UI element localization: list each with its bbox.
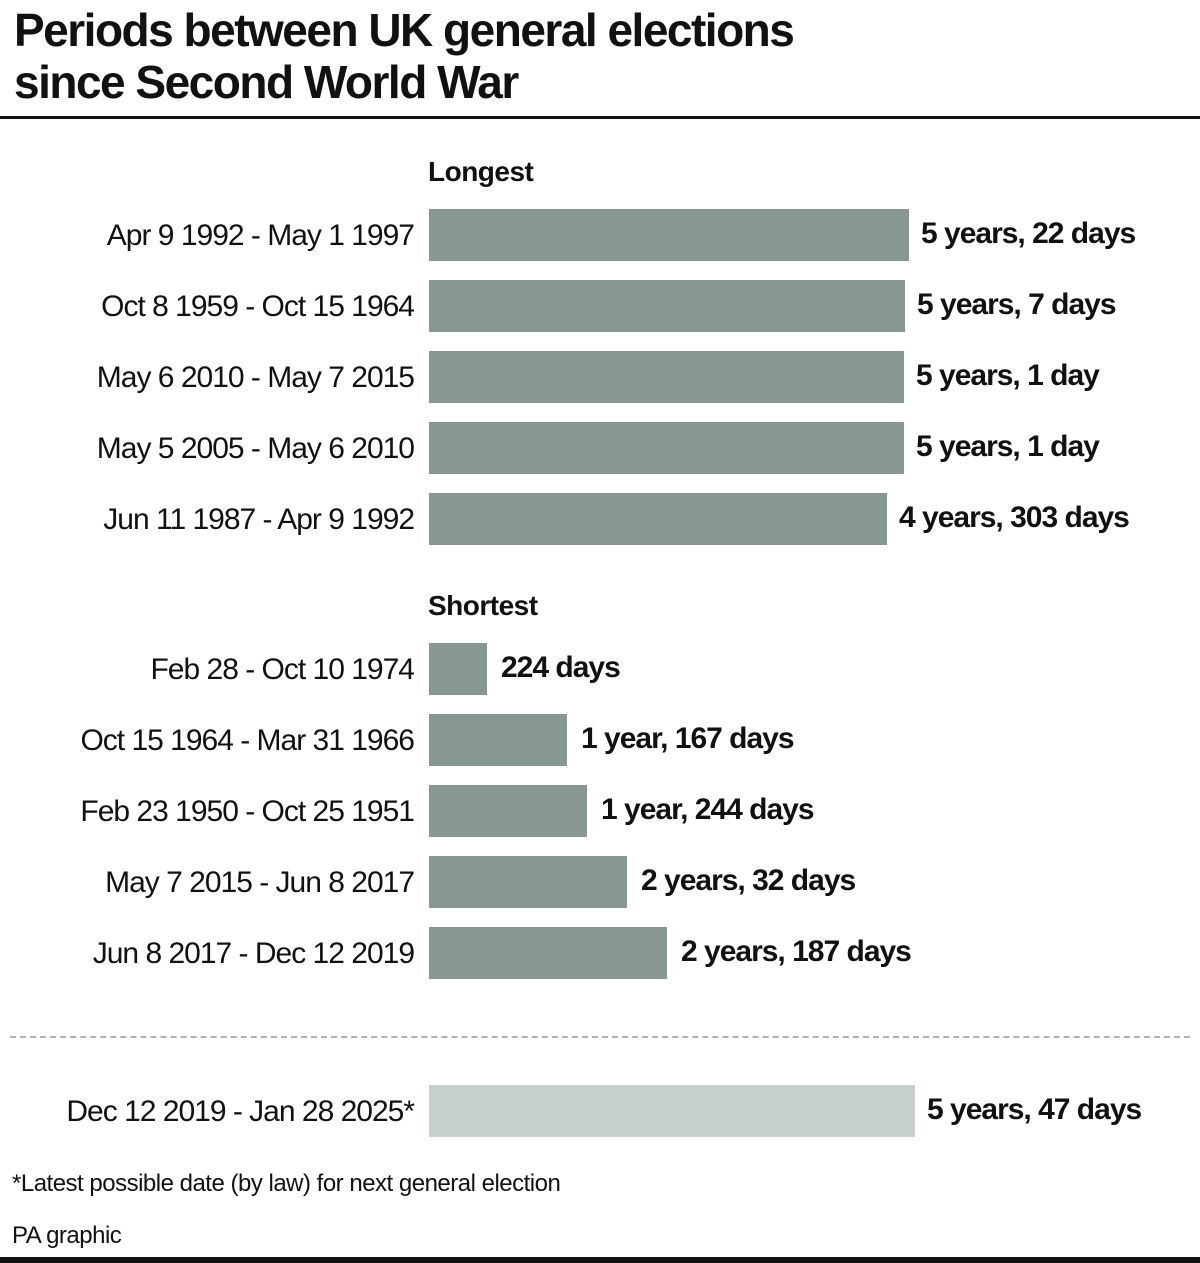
bar-row: Apr 9 1992 - May 1 1997 5 years, 22 days [0,209,1200,261]
bar [429,785,587,837]
value-label: 5 years, 1 day [916,430,1100,463]
value-label: 5 years, 1 day [916,359,1100,392]
period-label: Apr 9 1992 - May 1 1997 [106,219,415,252]
period-label: Oct 8 1959 - Oct 15 1964 [101,290,415,323]
period-label: Feb 28 - Oct 10 1974 [150,653,415,686]
bar [429,643,487,695]
period-label: May 7 2015 - Jun 8 2017 [105,866,415,899]
bar-row: May 5 2005 - May 6 2010 5 years, 1 day [0,422,1200,474]
period-label: Jun 8 2017 - Dec 12 2019 [92,937,415,970]
bar [429,927,667,979]
period-label: Jun 11 1987 - Apr 9 1992 [103,503,415,536]
bar-row: May 6 2010 - May 7 2015 5 years, 1 day [0,351,1200,403]
period-label: Oct 15 1964 - Mar 31 1966 [80,724,415,757]
title-rule [0,116,1200,119]
bar-row: Oct 8 1959 - Oct 15 1964 5 years, 7 days [0,280,1200,332]
period-label: May 6 2010 - May 7 2015 [96,361,415,394]
divider [10,1036,1190,1038]
bar-row: Dec 12 2019 - Jan 28 2025* 5 years, 47 da… [0,1085,1200,1137]
bar [429,422,904,474]
period-label: Feb 23 1950 - Oct 25 1951 [80,795,415,828]
value-label: 2 years, 187 days [681,935,912,968]
bar-row: Feb 23 1950 - Oct 25 1951 1 year, 244 day… [0,785,1200,837]
bar-row: May 7 2015 - Jun 8 2017 2 years, 32 days [0,856,1200,908]
value-label: 5 years, 47 days [927,1093,1142,1126]
bar [429,209,909,261]
value-label: 2 years, 32 days [641,864,856,897]
bar [429,493,887,545]
bar [429,1085,915,1137]
bar [429,856,627,908]
value-label: 1 year, 244 days [601,793,815,826]
value-label: 224 days [501,651,621,684]
title-line-2: since Second World War [14,56,519,108]
value-label: 4 years, 303 days [899,501,1130,534]
title-line-1: Periods between UK general elections [14,4,795,56]
period-label: Dec 12 2019 - Jan 28 2025* [66,1095,415,1128]
bar-row: Jun 11 1987 - Apr 9 1992 4 years, 303 day… [0,493,1200,545]
chart-title: Periods between UK general elections sin… [14,4,795,108]
bar [429,714,567,766]
bottom-rule [0,1257,1200,1263]
credit: PA graphic [12,1222,122,1249]
bar-row: Feb 28 - Oct 10 1974 224 days [0,643,1200,695]
value-label: 1 year, 167 days [581,722,795,755]
bar [429,280,905,332]
section-shortest: Shortest [428,590,538,621]
value-label: 5 years, 7 days [917,288,1117,321]
footnote: *Latest possible date (by law) for next … [12,1170,561,1197]
value-label: 5 years, 22 days [921,217,1136,250]
bar [429,351,904,403]
bar-row: Oct 15 1964 - Mar 31 1966 1 year, 167 day… [0,714,1200,766]
bar-row: Jun 8 2017 - Dec 12 2019 2 years, 187 day… [0,927,1200,979]
section-longest: Longest [428,156,534,187]
period-label: May 5 2005 - May 6 2010 [96,432,415,465]
